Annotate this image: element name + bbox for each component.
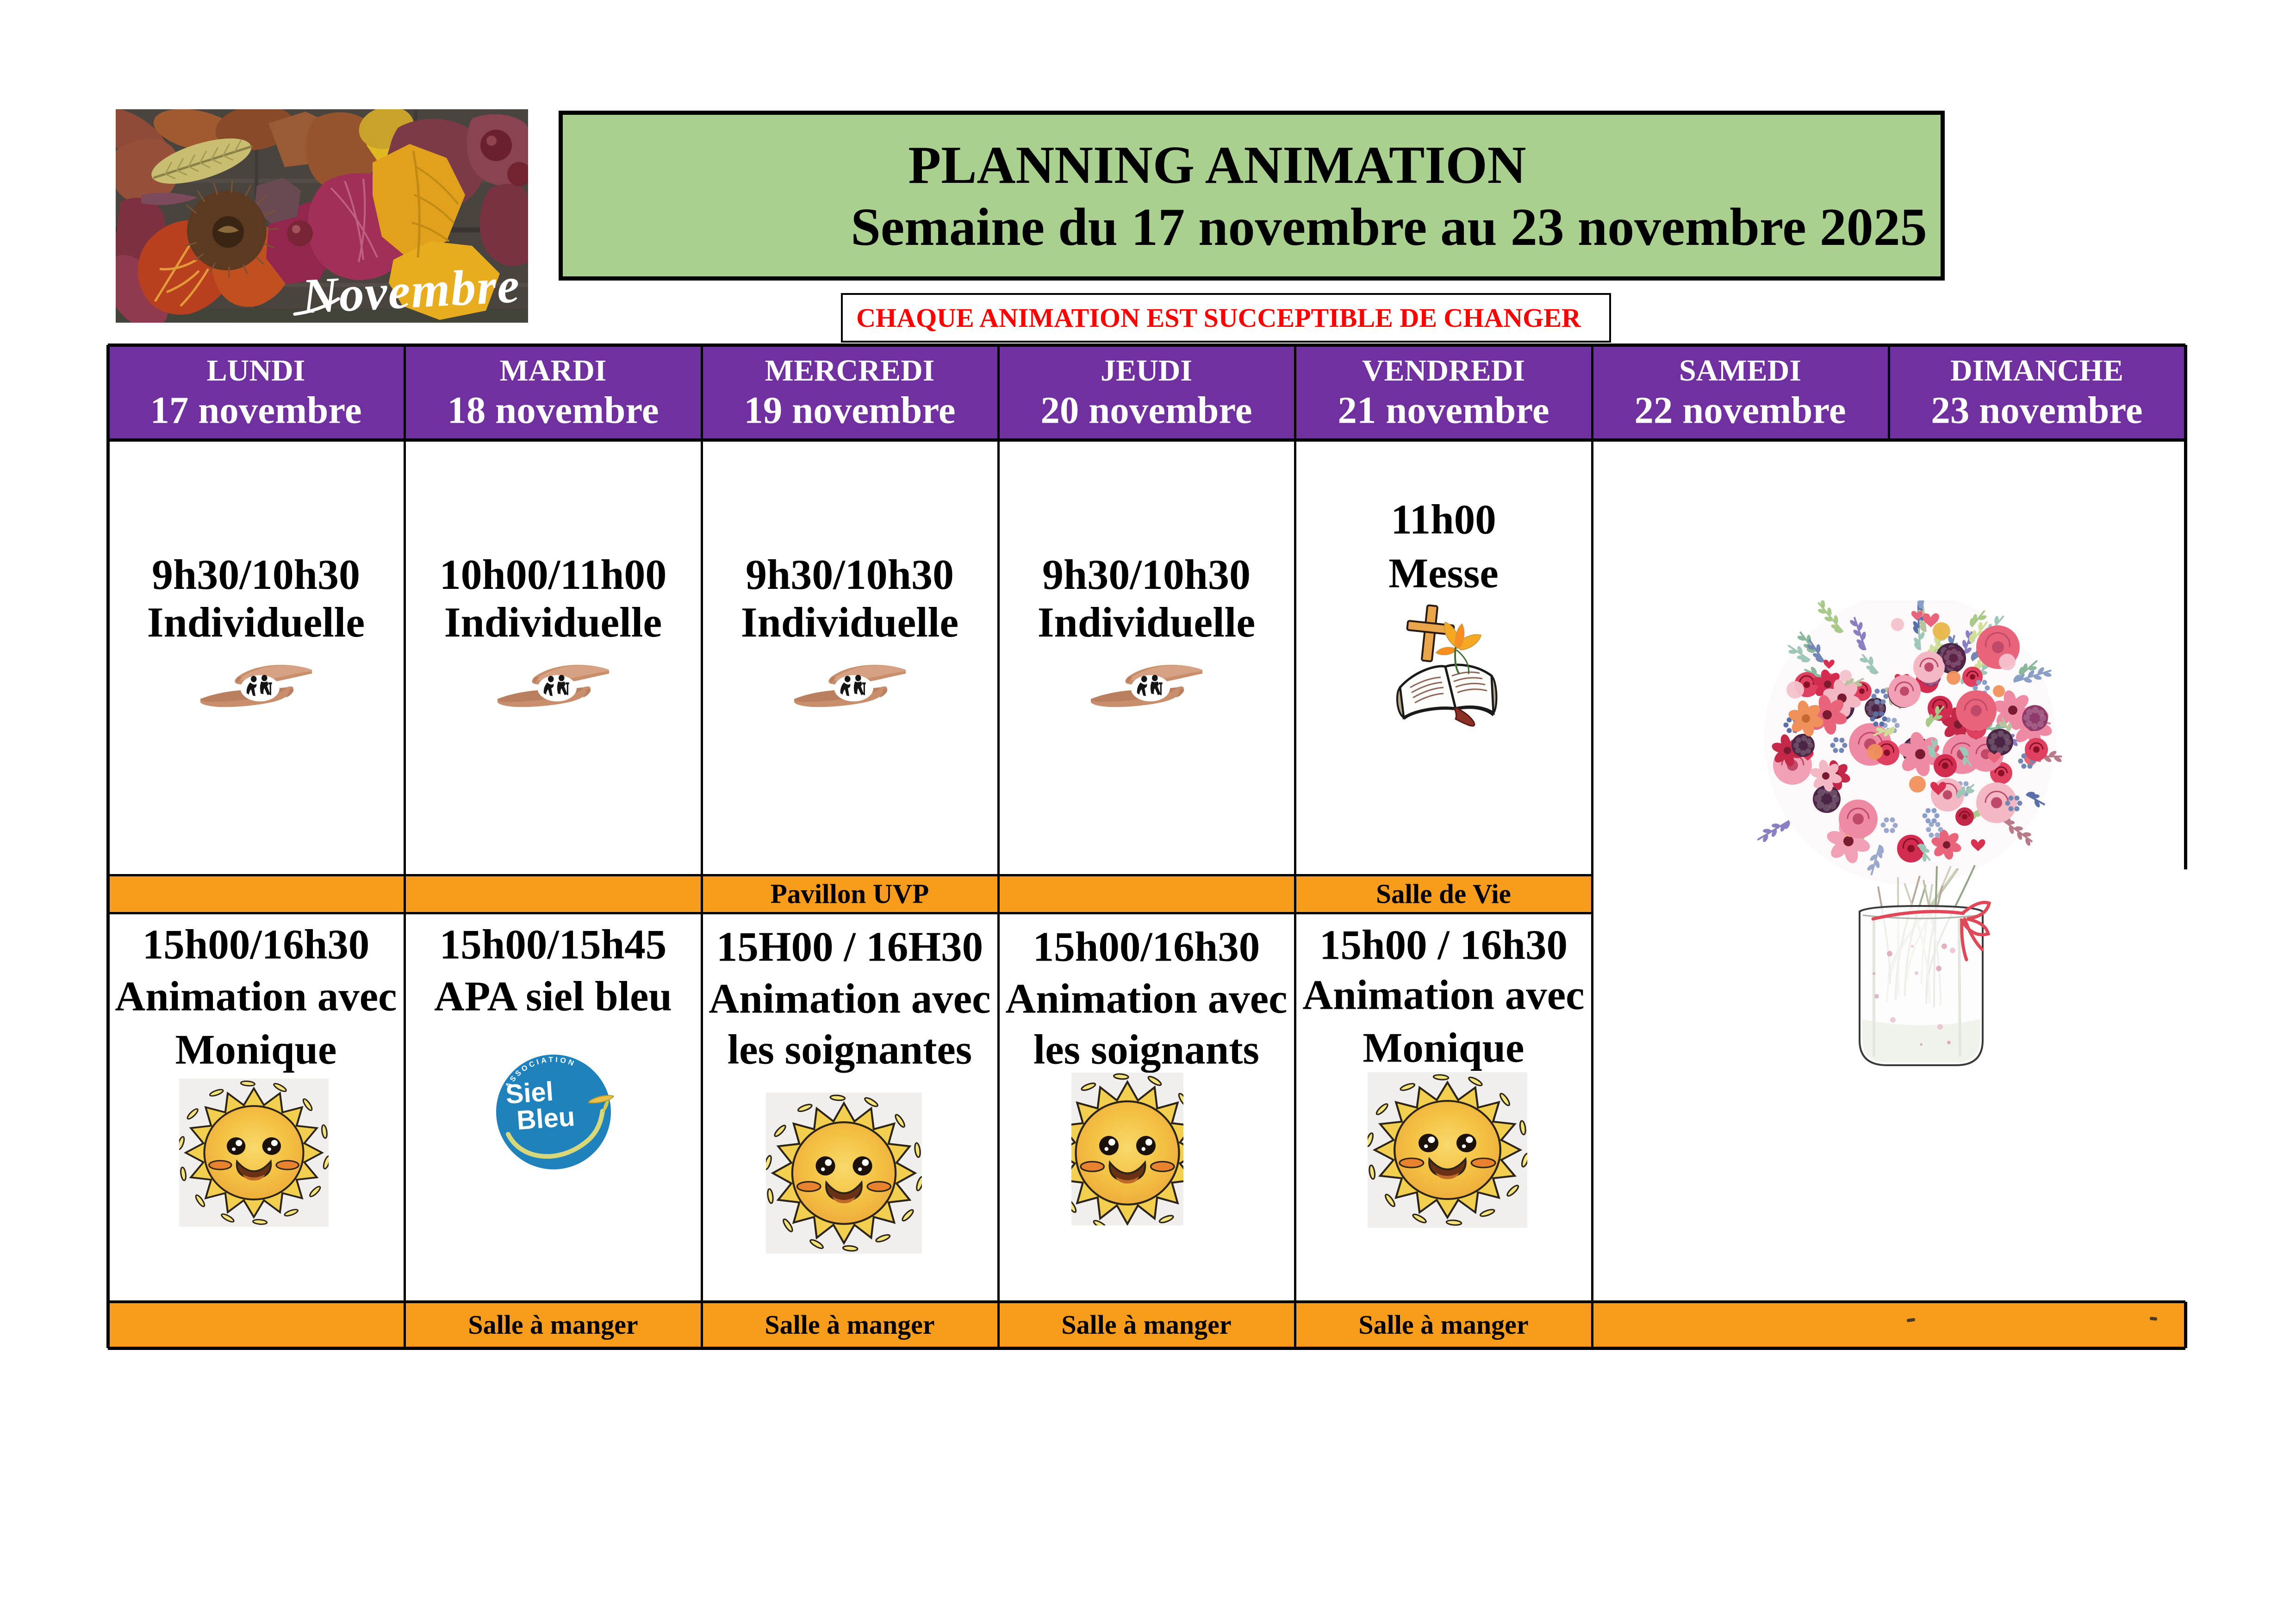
svg-text:Bleu: Bleu: [516, 1101, 576, 1136]
svg-text:Siel: Siel: [504, 1076, 554, 1110]
svg-text:Novembre: Novembre: [300, 258, 521, 323]
